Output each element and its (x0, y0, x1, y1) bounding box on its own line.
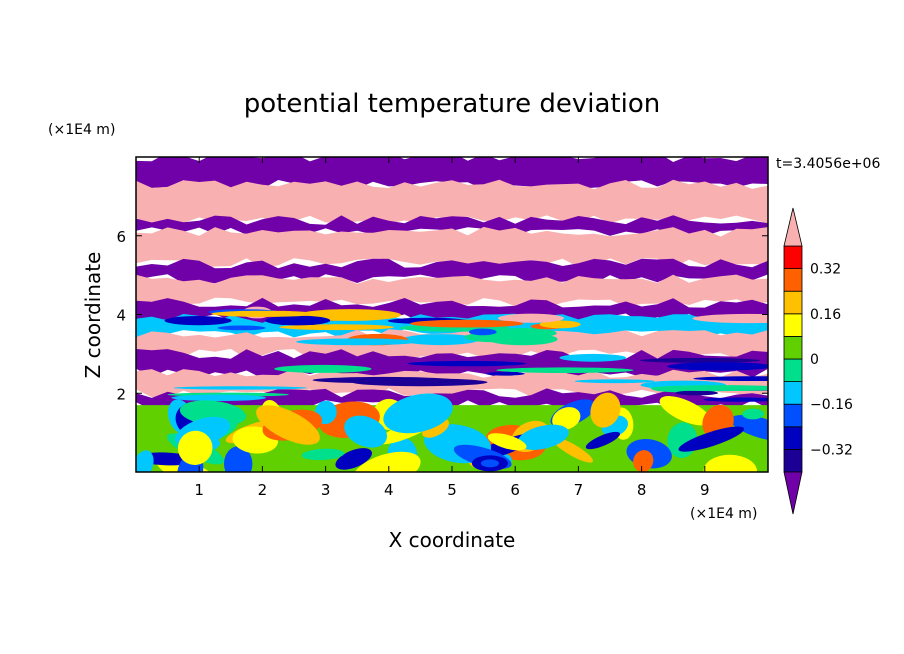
x-tick-label-3: 4 (384, 481, 394, 499)
y-axis-label: Z coordinate (81, 252, 105, 379)
interface-streak-10 (171, 394, 266, 401)
interface-streak-14 (559, 353, 627, 362)
mixed-streak-19 (692, 313, 768, 324)
colorbar-label-4: −0.32 (810, 442, 853, 458)
eddy-36 (422, 418, 450, 438)
eddy-44 (383, 393, 453, 434)
colorbar-segment-9 (783, 245, 803, 270)
colorbar-label-1: 0.16 (810, 307, 841, 323)
eddy-32 (633, 450, 654, 472)
x-tick-label-2: 3 (321, 481, 331, 499)
interface-streak-5 (703, 397, 768, 402)
eddy-37 (487, 433, 527, 451)
contour-band-4 (136, 258, 768, 284)
contour-band-5 (136, 274, 768, 308)
mixed-streak-25 (211, 310, 317, 317)
colorbar-over-arrow (783, 207, 803, 247)
contour-band-1 (136, 179, 768, 225)
x-tick-label-8: 9 (700, 481, 710, 499)
chart-title: potential temperature deviation (244, 89, 660, 119)
eddy-22 (223, 446, 253, 472)
colorbar: 0.32 0.16 0 −0.16 −0.32 (783, 207, 853, 515)
interface-streak-9 (407, 360, 527, 367)
interface-streak-13 (486, 371, 525, 376)
mixed-streak-23 (487, 333, 558, 346)
mixed-streak-22 (296, 338, 419, 346)
eddy-16 (552, 407, 581, 430)
y-tick-label-0: 2 (116, 385, 126, 403)
x-tick-label-1: 2 (258, 481, 268, 499)
x-tick-label-6: 7 (574, 481, 584, 499)
colorbar-segment-0 (783, 448, 803, 473)
y-tick-label-1: 4 (116, 307, 126, 325)
colorbar-label-0: 0.32 (810, 262, 841, 278)
colorbar-segment-6 (783, 313, 803, 337)
colorbar-segment-2 (783, 403, 803, 428)
interface-streak-11 (496, 367, 634, 374)
mixed-streak-15 (709, 324, 768, 333)
colorbar-segment-1 (783, 426, 803, 450)
interface-streak-18 (574, 379, 655, 384)
eddy-39 (136, 450, 154, 472)
eddy-47 (742, 408, 765, 420)
mixed-streak-21 (265, 315, 331, 326)
eddy-43 (352, 451, 421, 472)
contour-band-0 (136, 157, 768, 190)
colorbar-segment-4 (783, 358, 803, 383)
y-tick-label-2: 6 (116, 228, 126, 246)
colorbar-under-arrow (783, 471, 803, 515)
x-axis-label: X coordinate (389, 528, 516, 552)
eddy-20 (179, 400, 247, 427)
mixed-streak-11 (279, 324, 394, 331)
colorbar-segment-3 (783, 381, 803, 405)
interface-streak-16 (312, 376, 455, 384)
eddy-25 (703, 454, 757, 472)
mixed-streak-14 (164, 316, 232, 326)
x-tick-label-0: 1 (194, 481, 204, 499)
interface-streak-17 (667, 362, 768, 371)
eddy-0 (552, 437, 593, 463)
x-axis: 1 2 3 4 5 6 7 8 9 (194, 157, 710, 499)
colorbar-label-3: −0.16 (810, 397, 853, 413)
colorbar-segment-7 (783, 290, 803, 315)
eddy-52 (177, 430, 213, 465)
y-unit-label: (×1E4 m) (48, 122, 115, 138)
interface-streak-1 (693, 376, 768, 381)
mixed-streak-12 (498, 313, 564, 323)
plot-area (135, 156, 769, 473)
eddy-1 (659, 396, 711, 426)
mixed-streak-24 (410, 319, 524, 328)
interface-streak-15 (274, 364, 372, 373)
x-tick-label-4: 5 (447, 481, 457, 499)
mixed-streak-1 (402, 334, 479, 346)
colorbar-segment-5 (783, 335, 803, 360)
eddy-42 (585, 431, 621, 450)
eddy-6 (335, 448, 372, 470)
eddy-53 (344, 415, 387, 448)
y-axis: 2 4 6 (116, 228, 768, 403)
interface-streak-19 (650, 385, 768, 392)
interface-streak-4 (675, 390, 719, 396)
contour-band-3 (136, 226, 768, 268)
mixed-streak-4 (539, 320, 581, 329)
x-unit-label: (×1E4 m) (690, 506, 757, 522)
mixed-streak-13 (217, 325, 266, 331)
eddy-31 (730, 414, 768, 442)
time-label: t=3.4056e+06 (776, 156, 880, 172)
eddy-45 (590, 392, 621, 428)
eddy-51 (678, 426, 745, 452)
colorbar-segment-8 (783, 268, 803, 292)
interface-streak-0 (640, 358, 761, 363)
colorbar-label-2: 0 (810, 352, 819, 368)
mixed-streak-20 (468, 328, 497, 336)
eddy-core-inner (480, 459, 499, 468)
contour-field (136, 157, 768, 472)
x-tick-label-5: 6 (510, 481, 520, 499)
x-tick-label-7: 8 (637, 481, 647, 499)
eddy-38 (301, 448, 345, 461)
interface-streak-2 (173, 386, 308, 390)
eddy-54 (256, 405, 320, 445)
eddy-30 (517, 424, 569, 450)
